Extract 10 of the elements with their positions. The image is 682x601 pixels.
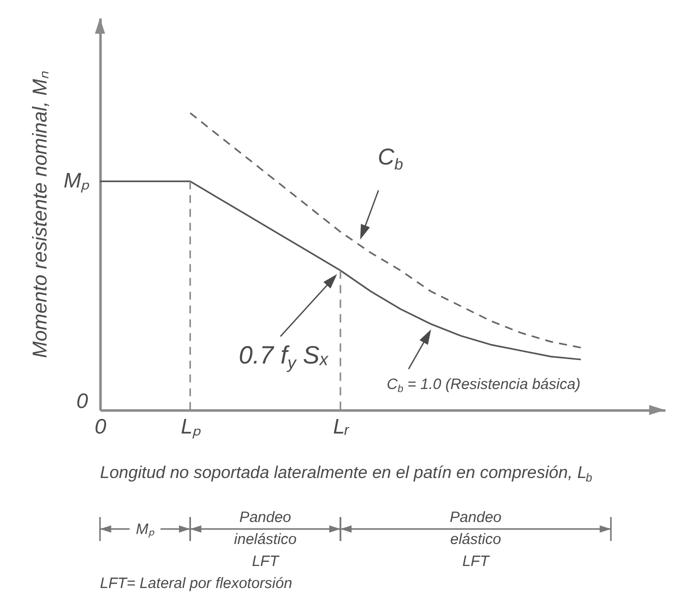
x-tick-label: Lᵣ (333, 416, 350, 438)
annotation: 0 (76, 390, 88, 413)
x-tick-label: 0 (94, 416, 107, 438)
text: Pandeo elástico LFT (450, 509, 502, 570)
text: LFT= Lateral por flexotorsión (100, 575, 292, 592)
y-axis-title: Momento resistente nominal, Mₙ (30, 70, 52, 358)
text: Mₚ (136, 521, 156, 538)
text: Pandeo inelástico LFT (234, 509, 297, 570)
annotation: Mₚ (64, 169, 90, 194)
x-tick-label: Lₚ (180, 416, 202, 440)
